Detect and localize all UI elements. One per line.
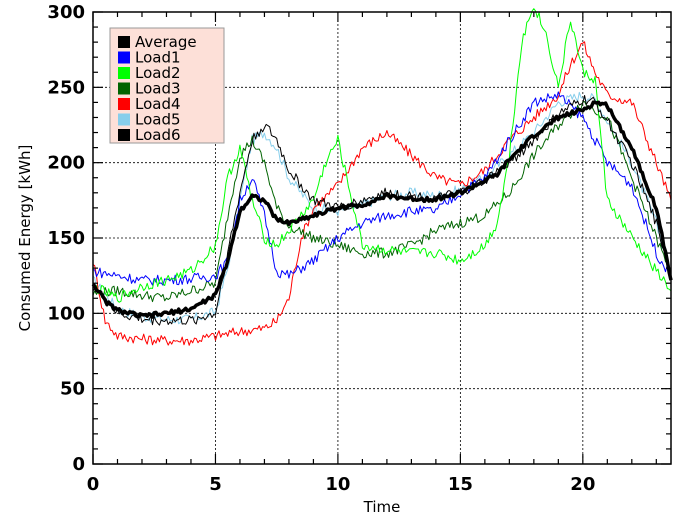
series-line-load1 — [92, 91, 672, 286]
legend-label-load4: Load4 — [135, 95, 181, 113]
legend-label-average: Average — [135, 33, 197, 51]
y-tick-label-5: 250 — [47, 77, 85, 98]
y-tick-label-6: 300 — [47, 2, 85, 23]
x-axis-label: Time — [363, 498, 401, 516]
legend-swatch-load5 — [118, 113, 130, 126]
series-layer — [91, 8, 673, 346]
legend-swatch-load4 — [118, 98, 130, 110]
y-tick-label-3: 150 — [47, 228, 85, 249]
legend-swatch-load2 — [118, 67, 130, 79]
y-tick-label-2: 100 — [47, 303, 85, 324]
grid — [93, 12, 671, 464]
y-tick-label-4: 200 — [47, 153, 85, 174]
y-tick-label-0: 0 — [72, 454, 85, 475]
legend-swatch-average — [118, 36, 130, 48]
axis-ticks — [92, 11, 671, 465]
x-tick-label-4: 20 — [570, 474, 595, 495]
legend-label-load2: Load2 — [135, 64, 181, 82]
y-tick-label-1: 50 — [60, 379, 85, 400]
y-axis-label: Consumed Energy [kWh] — [16, 145, 34, 332]
legend-swatch-load6 — [118, 129, 130, 141]
legend-label-load1: Load1 — [135, 49, 181, 67]
series-line-load2 — [92, 8, 672, 303]
x-tick-label-3: 15 — [448, 474, 473, 495]
series-line-load4 — [92, 41, 672, 346]
legend-swatch-load3 — [118, 82, 130, 95]
legend-swatch-load1 — [118, 51, 130, 64]
series-line-load6 — [92, 95, 672, 326]
legend-label-load6: Load6 — [135, 126, 181, 144]
x-tick-label-0: 0 — [87, 474, 100, 495]
series-line-average — [91, 100, 673, 319]
legend-label-load3: Load3 — [135, 80, 181, 98]
x-tick-label-2: 10 — [325, 474, 350, 495]
x-tick-label-1: 5 — [209, 474, 222, 495]
legend-label-load5: Load5 — [135, 111, 181, 129]
